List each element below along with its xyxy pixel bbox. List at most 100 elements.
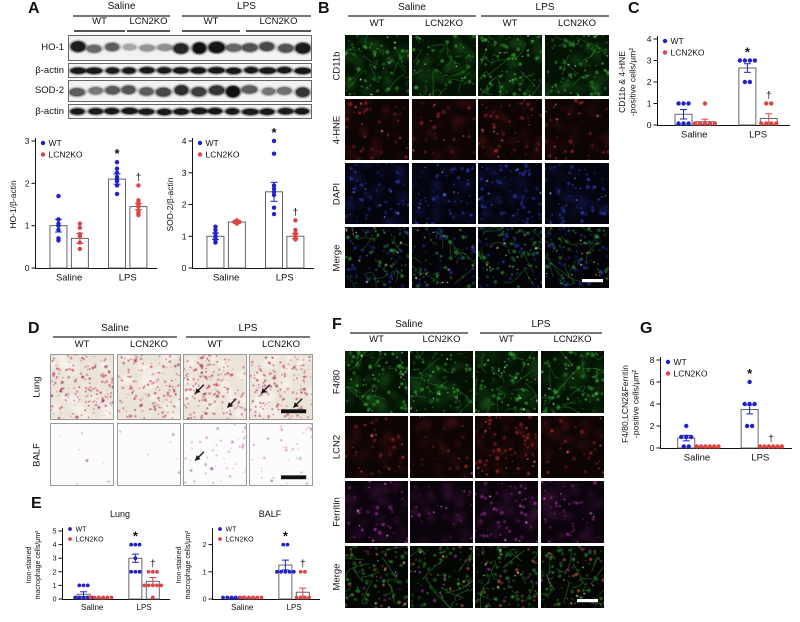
group-underline bbox=[182, 15, 311, 17]
data-point bbox=[711, 444, 717, 449]
column-header: WT bbox=[203, 16, 219, 27]
data-point bbox=[271, 192, 277, 198]
data-point bbox=[81, 583, 86, 588]
data-point bbox=[105, 595, 110, 600]
data-point bbox=[275, 569, 279, 574]
column-header: LCN2KO bbox=[424, 18, 464, 29]
blot-bands bbox=[69, 36, 311, 60]
data-point bbox=[114, 191, 120, 197]
micrograph-merge bbox=[475, 546, 538, 608]
blot-strip bbox=[68, 104, 312, 119]
micrograph-dapi bbox=[345, 163, 409, 224]
data-point bbox=[109, 595, 114, 600]
column-header: LCN2KO bbox=[261, 339, 301, 350]
y-axis-label: Iron-stained bbox=[26, 546, 33, 583]
data-point bbox=[77, 225, 83, 230]
data-point bbox=[742, 79, 748, 85]
significance-marker: † bbox=[150, 558, 156, 570]
x-category-label: Saline bbox=[681, 130, 707, 141]
micrograph-balf bbox=[183, 423, 247, 486]
data-point bbox=[114, 170, 120, 175]
micrograph-cd11b bbox=[545, 35, 609, 96]
chart-svg-f480: 0 2 4 6 8 F4/80,LCN2&Ferritin -positive cells/… bbox=[620, 355, 792, 464]
data-point bbox=[684, 423, 689, 429]
y-tick-label: 1 bbox=[203, 569, 207, 576]
y-tick-label: 1 bbox=[53, 583, 57, 590]
data-point bbox=[225, 595, 230, 600]
data-point bbox=[129, 542, 134, 547]
x-category-label: Saline bbox=[81, 603, 104, 612]
micrograph-dapi bbox=[412, 163, 476, 224]
y-tick-label: 1 bbox=[182, 231, 187, 241]
x-category-label: Saline bbox=[213, 273, 239, 284]
y-tick-label: 0 bbox=[650, 443, 655, 453]
y-tick-label: 4 bbox=[650, 399, 655, 409]
data-point bbox=[676, 121, 681, 126]
data-point bbox=[56, 223, 61, 228]
micrograph-f4-80 bbox=[345, 351, 408, 413]
column-header: WT bbox=[369, 334, 384, 345]
chart-sod2: 0 1 2 3 4 SOD-2/β-actin Saline LPS * † WT LCN2KO bbox=[163, 124, 321, 290]
data-point bbox=[737, 58, 743, 63]
y-tick-label: 3 bbox=[53, 556, 57, 563]
row-label: BALF bbox=[31, 442, 43, 467]
y-tick-label: 8 bbox=[650, 355, 655, 365]
column-header: LCN2KO bbox=[259, 16, 298, 27]
y-tick-label: 2 bbox=[182, 200, 187, 210]
panel-b: B Saline LPS WT LCN2KO WT LCN2KO CD11b 4-HNE DAP… bbox=[315, 0, 615, 298]
data-point bbox=[769, 121, 774, 126]
micrograph-lcn2 bbox=[541, 416, 604, 478]
chart-svg-lung: 0 1 2 3 4 5 Iron-stained macrophage cells/μm² Lu… bbox=[26, 509, 170, 612]
y-tick-label: 2 bbox=[203, 542, 207, 549]
panel-f-label: F bbox=[332, 316, 342, 333]
blot-row-label: SOD-2 bbox=[34, 85, 64, 96]
data-point bbox=[96, 595, 101, 600]
group-header: Saline bbox=[107, 1, 136, 12]
data-point bbox=[221, 595, 225, 600]
legend-label: LCN2KO bbox=[76, 537, 105, 544]
significance-marker: * bbox=[114, 146, 120, 161]
column-header: LCN2KO bbox=[553, 334, 592, 345]
data-point bbox=[77, 234, 83, 239]
blot-strip bbox=[68, 80, 312, 102]
data-point bbox=[302, 569, 307, 574]
micrograph-4-hne bbox=[412, 99, 476, 160]
significance-marker: † bbox=[768, 433, 774, 445]
row-label: Ferritin bbox=[331, 497, 343, 527]
legend-swatch bbox=[665, 359, 671, 365]
group-underline bbox=[481, 15, 609, 17]
group-header: Saline bbox=[395, 319, 423, 330]
data-point bbox=[255, 595, 260, 600]
y-tick-label: 4 bbox=[182, 136, 187, 146]
y-tick-label: 5 bbox=[53, 529, 57, 536]
data-point bbox=[88, 595, 93, 600]
row-label: DAPI bbox=[331, 182, 343, 205]
micrograph-balf bbox=[50, 423, 114, 486]
data-point bbox=[133, 569, 138, 574]
data-point bbox=[73, 595, 78, 600]
micrograph-lung bbox=[50, 354, 114, 420]
data-point bbox=[744, 423, 750, 429]
group-header: LPS bbox=[531, 319, 551, 330]
data-point bbox=[742, 401, 747, 407]
legend-swatch bbox=[68, 527, 72, 531]
data-point bbox=[234, 221, 240, 226]
y-tick-label: 2 bbox=[53, 569, 57, 576]
data-point bbox=[136, 212, 141, 218]
legend-swatch bbox=[40, 152, 46, 157]
panel-g: G 0 2 4 6 8 F4/80,LCN2&Ferritin -positive cell… bbox=[620, 320, 800, 470]
column-underline bbox=[74, 30, 125, 32]
micrograph-merge bbox=[541, 546, 604, 608]
data-point bbox=[686, 101, 691, 106]
group-underline bbox=[348, 15, 476, 17]
data-point bbox=[259, 595, 264, 600]
y-axis-label: -positive cells/μm² bbox=[628, 48, 638, 116]
column-header: WT bbox=[207, 339, 223, 350]
micrograph-merge bbox=[478, 227, 542, 288]
data-point bbox=[762, 444, 767, 449]
micrograph-lung bbox=[249, 354, 313, 420]
column-underline bbox=[182, 30, 240, 32]
significance-marker: * bbox=[747, 366, 753, 381]
chart-svg-cd11b: 0 1 2 3 4 CD11b & 4-HNE -positive cells/μm² Sal… bbox=[617, 34, 790, 141]
micrograph-ferritin bbox=[410, 481, 473, 543]
